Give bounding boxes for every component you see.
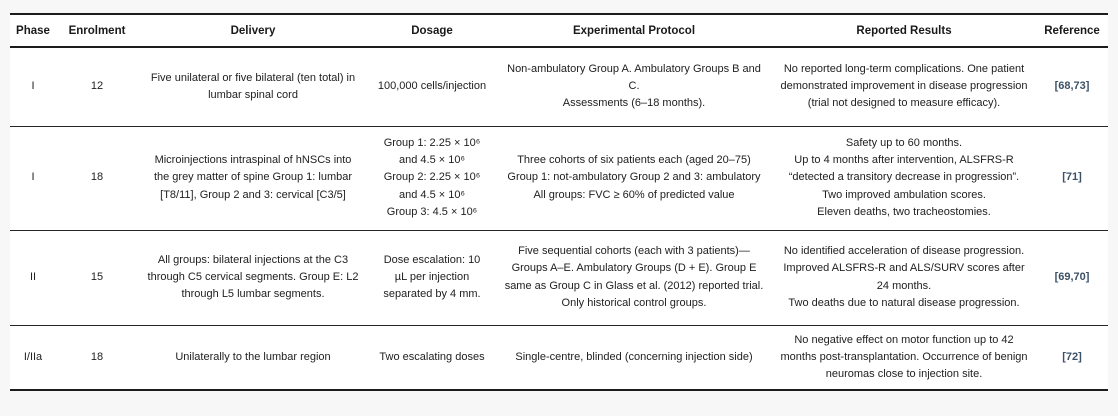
cell-reported-results: No reported long-term complications. One…: [772, 47, 1036, 126]
cell-experimental-protocol: Three cohorts of six patients each (aged…: [496, 125, 772, 230]
reference-link[interactable]: [69,70]: [1054, 270, 1090, 283]
cell-reported-results: Safety up to 60 months. Up to 4 months a…: [772, 125, 1036, 230]
cell-enrolment: 15: [56, 229, 138, 325]
reference-link[interactable]: [72]: [1062, 350, 1082, 363]
cell-delivery: Five unilateral or five bilateral (ten t…: [138, 47, 368, 126]
column-header-dosage: Dosage: [368, 14, 496, 48]
cell-delivery: Unilaterally to the lumbar region: [138, 324, 368, 390]
cell-phase: I/IIa: [10, 324, 56, 390]
clinical-trials-table-container: Phase Enrolment Delivery Dosage Experime…: [10, 13, 1108, 391]
cell-reference: [68,73]: [1036, 47, 1108, 126]
cell-dosage: Two escalating doses: [368, 324, 496, 390]
table-row: II 15 All groups: bilateral injections a…: [10, 229, 1108, 325]
column-header-enrolment: Enrolment: [56, 14, 138, 48]
cell-dosage: Group 1: 2.25 × 10⁶ and 4.5 × 10⁶ Group …: [368, 125, 496, 230]
cell-enrolment: 18: [56, 125, 138, 230]
cell-reported-results: No identified acceleration of disease pr…: [772, 229, 1036, 325]
reference-link[interactable]: [68,73]: [1054, 80, 1090, 93]
column-header-delivery: Delivery: [138, 14, 368, 48]
cell-experimental-protocol: Five sequential cohorts (each with 3 pat…: [496, 229, 772, 325]
header-row: Phase Enrolment Delivery Dosage Experime…: [10, 14, 1108, 48]
cell-dosage: Dose escalation: 10 µL per injection sep…: [368, 229, 496, 325]
cell-enrolment: 18: [56, 324, 138, 390]
reference-link[interactable]: [71]: [1062, 171, 1082, 184]
column-header-reference: Reference: [1036, 14, 1108, 48]
cell-experimental-protocol: Single-centre, blinded (concerning injec…: [496, 324, 772, 390]
table-row: I 18 Microinjections intraspinal of hNSC…: [10, 125, 1108, 230]
cell-reference: [72]: [1036, 324, 1108, 390]
cell-phase: II: [10, 229, 56, 325]
clinical-trials-table: Phase Enrolment Delivery Dosage Experime…: [10, 13, 1108, 391]
cell-phase: I: [10, 125, 56, 230]
cell-delivery: Microinjections intraspinal of hNSCs int…: [138, 125, 368, 230]
cell-reference: [71]: [1036, 125, 1108, 230]
cell-reference: [69,70]: [1036, 229, 1108, 325]
table-row: I 12 Five unilateral or five bilateral (…: [10, 47, 1108, 126]
cell-delivery: All groups: bilateral injections at the …: [138, 229, 368, 325]
cell-phase: I: [10, 47, 56, 126]
column-header-experimental-protocol: Experimental Protocol: [496, 14, 772, 48]
table-row: I/IIa 18 Unilaterally to the lumbar regi…: [10, 324, 1108, 390]
column-header-phase: Phase: [10, 14, 56, 48]
cell-reported-results: No negative effect on motor function up …: [772, 324, 1036, 390]
column-header-reported-results: Reported Results: [772, 14, 1036, 48]
table-body: I 12 Five unilateral or five bilateral (…: [10, 47, 1108, 390]
cell-enrolment: 12: [56, 47, 138, 126]
table-header: Phase Enrolment Delivery Dosage Experime…: [10, 14, 1108, 48]
cell-dosage: 100,000 cells/injection: [368, 47, 496, 126]
cell-experimental-protocol: Non-ambulatory Group A. Ambulatory Group…: [496, 47, 772, 126]
